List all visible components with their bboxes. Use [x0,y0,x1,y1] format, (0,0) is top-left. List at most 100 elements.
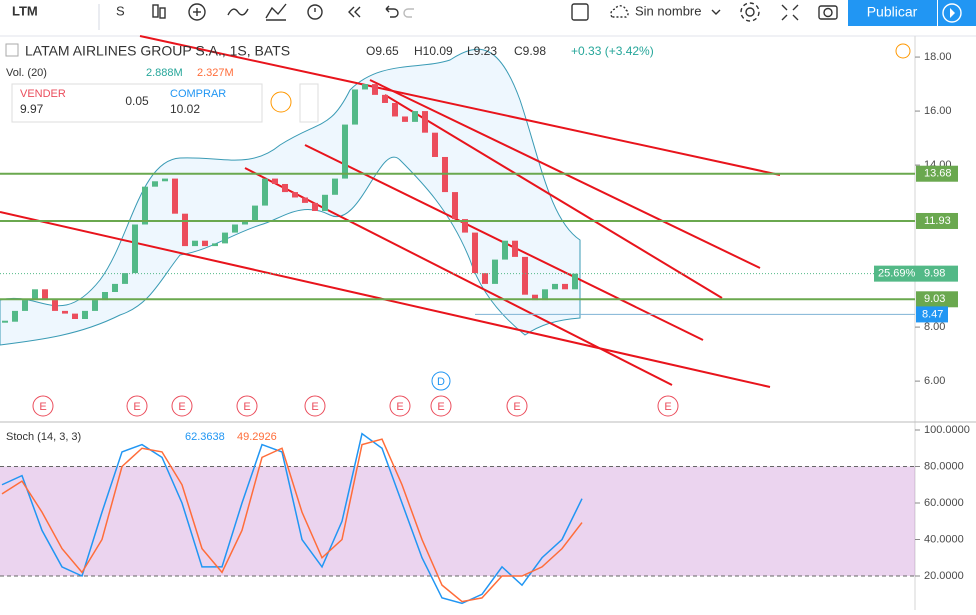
collapse-icon[interactable] [5,43,19,57]
stoch-line [1,432,583,605]
candle [492,259,498,284]
candle [282,183,288,193]
candle [222,232,228,244]
info-icon[interactable] [270,91,292,113]
candle [542,289,548,301]
earnings-marker[interactable] [389,395,411,417]
ohlc-open: O9.65 [366,44,399,58]
earnings-marker[interactable] [126,395,148,417]
level-badge [916,165,958,182]
candle [212,243,218,247]
earnings-marker[interactable] [506,395,528,417]
stoch-d-value: 49.2926 [237,431,277,443]
symbol[interactable]: LTM [12,3,38,18]
zoom-buttons[interactable] [299,83,319,123]
candle [522,256,528,295]
level-label: 9.03 [924,293,945,305]
layout-name[interactable]: Sin nombre [635,3,701,18]
symbol-title: LATAM AIRLINES GROUP S.A., 1S, BATS [25,43,290,59]
toolbar-icons[interactable] [98,2,838,30]
candle [502,240,508,260]
earnings-marker[interactable] [304,395,326,417]
candle [132,224,138,274]
candle [252,205,258,222]
level-badge [916,212,958,229]
candle [92,300,98,311]
last-price-label: 9.98 [924,268,945,280]
candle [262,178,268,206]
earnings-label: E [243,401,250,413]
more-arrow [950,8,955,18]
earnings-marker[interactable] [32,395,54,417]
earnings-marker[interactable] [430,395,452,417]
change-label: 25.69% [878,268,916,280]
candle [192,240,198,247]
candle [332,178,338,195]
candle [242,221,248,225]
buy-price[interactable]: 10.02 [170,102,200,116]
candle [272,178,278,184]
candle [312,202,318,211]
candle [462,219,468,233]
stoch-band [0,466,915,577]
trade-panel [11,83,263,123]
candle [372,84,378,95]
stoch-k-value: 62.3638 [185,431,225,443]
earnings-marker[interactable] [236,395,258,417]
candle [302,197,308,203]
ohlc-low: L9.23 [467,44,497,58]
y-tick-label: 6.00 [924,375,945,387]
candle [512,240,518,257]
more-icon [942,3,962,23]
earnings-label: E [311,401,318,413]
earnings-label: E [133,401,140,413]
last-price-badge [916,265,958,282]
low-badge [916,306,948,323]
candle [202,240,208,247]
sell-price[interactable]: 9.97 [20,102,44,116]
ohlc-high: H10.09 [414,44,453,58]
volume-title: Vol. (20) [6,67,47,79]
earnings-label: E [513,401,520,413]
candle [12,310,18,322]
candle [182,213,188,247]
y-tick-label: 100.0000 [924,424,970,436]
candle [472,232,478,274]
y-tick-label: 16.00 [924,105,952,117]
candle [432,132,438,157]
earnings-marker[interactable] [171,395,193,417]
sell-label[interactable]: VENDER [20,88,66,100]
candle [2,320,8,323]
more-button[interactable] [938,0,976,26]
ohlc-change: +0.33 (+3.42%) [571,44,654,58]
spread: 0.05 [125,94,149,108]
candle [42,289,48,301]
interval[interactable]: S [116,3,125,18]
warning-icon[interactable] [895,43,911,59]
candle [32,289,38,301]
candle [552,283,558,290]
publish-button[interactable] [848,0,937,26]
earnings-label: E [178,401,185,413]
candle [82,310,88,320]
candle [112,283,118,292]
candle [562,283,568,290]
candle [392,102,398,117]
low-label: 8.47 [922,308,943,320]
candle [482,273,488,284]
candle [52,300,58,311]
candle [142,186,148,225]
candle [352,89,358,125]
candle [22,300,28,311]
publish-label[interactable]: Publicar [867,4,918,20]
candle [452,192,458,220]
dividend-marker [431,371,451,391]
change-badge [874,265,916,282]
level-label: 13.68 [924,168,952,180]
earnings-marker[interactable] [657,395,679,417]
y-tick-label: 40.0000 [924,533,964,545]
candle [572,273,578,290]
volume-ma: 2.327M [197,67,234,79]
buy-label[interactable]: COMPRAR [170,88,226,100]
